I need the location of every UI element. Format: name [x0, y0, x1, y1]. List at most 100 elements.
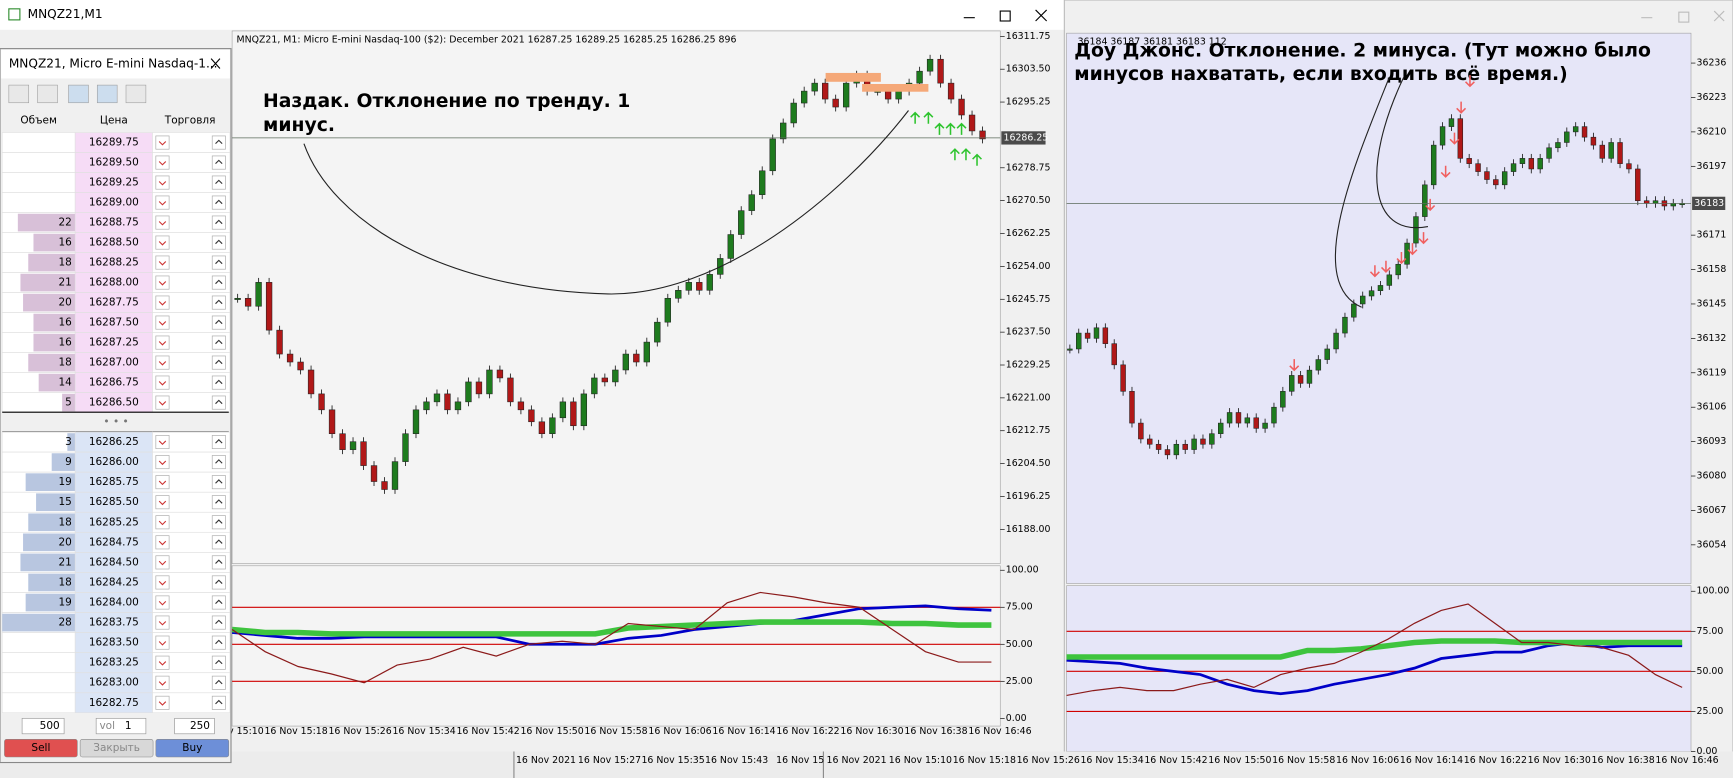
price: 16284.00 — [89, 597, 139, 609]
input-box[interactable] — [21, 717, 65, 735]
sell-limit[interactable] — [155, 535, 170, 550]
buy-limit[interactable] — [211, 135, 226, 150]
toolbar-button[interactable] — [68, 84, 89, 104]
sell-limit[interactable] — [155, 135, 170, 150]
buy-limit[interactable] — [211, 635, 226, 650]
sell-limit[interactable] — [155, 495, 170, 510]
buy-limit[interactable] — [211, 555, 226, 570]
buy-limit[interactable] — [211, 595, 226, 610]
candle — [1519, 158, 1526, 164]
sell-limit[interactable] — [155, 155, 170, 170]
x-tick-label: 16 Nov 15:10 — [200, 726, 263, 737]
sell-limit[interactable] — [155, 375, 170, 390]
buy-limit[interactable] — [211, 695, 226, 710]
sell-limit[interactable] — [155, 295, 170, 310]
candle — [1448, 118, 1455, 127]
sell-limit[interactable] — [155, 595, 170, 610]
candle — [675, 290, 682, 299]
input-box[interactable] — [174, 717, 215, 735]
buy-limit[interactable] — [211, 295, 226, 310]
candle — [1572, 126, 1579, 133]
buy-limit[interactable] — [211, 535, 226, 550]
buy-limit[interactable] — [211, 375, 226, 390]
sell-limit[interactable] — [155, 555, 170, 570]
sell-limit[interactable] — [155, 655, 170, 670]
buy-limit[interactable] — [211, 615, 226, 630]
buy-limit[interactable] — [211, 515, 226, 530]
maximize-button[interactable] — [999, 10, 1011, 22]
candle — [1626, 163, 1632, 170]
candle — [1235, 412, 1242, 424]
buy-limit[interactable] — [211, 195, 226, 210]
y-tick-label: 100.00 — [1697, 586, 1730, 597]
y-tick-label: 36106 — [1697, 402, 1727, 413]
buy-limit[interactable] — [211, 395, 226, 410]
buy-limit[interactable] — [211, 435, 226, 450]
sell-limit[interactable] — [155, 315, 170, 330]
sell-limit[interactable] — [155, 515, 170, 530]
sell-limit[interactable] — [155, 635, 170, 650]
sell-limit[interactable] — [155, 355, 170, 370]
sell-limit[interactable] — [155, 575, 170, 590]
y-tick-label: 36158 — [1697, 264, 1727, 275]
buy-limit[interactable] — [211, 335, 226, 350]
sell-limit[interactable] — [155, 175, 170, 190]
sell-limit[interactable] — [155, 255, 170, 270]
sell-limit[interactable] — [155, 675, 170, 690]
buy-limit[interactable] — [211, 255, 226, 270]
buy-limit[interactable] — [211, 155, 226, 170]
candle — [297, 361, 304, 371]
buy-limit[interactable] — [211, 315, 226, 330]
sell-limit[interactable] — [155, 395, 170, 410]
toolbar-button[interactable] — [96, 84, 118, 104]
buy-limit[interactable] — [211, 575, 226, 590]
depth-of-market: MNQZ21, Micro E-mini Nasdaq-1... Объем Цен… — [0, 48, 232, 764]
sell-limit[interactable] — [155, 215, 170, 230]
buy-limit[interactable] — [211, 655, 226, 670]
sell-limit[interactable] — [155, 235, 170, 250]
sell-limit[interactable] — [155, 695, 170, 710]
sell-limit[interactable] — [155, 195, 170, 210]
sell-limit[interactable] — [155, 615, 170, 630]
buy-limit[interactable] — [211, 275, 226, 290]
buy-limit[interactable] — [211, 675, 226, 690]
candle — [1067, 348, 1073, 351]
buy-limit[interactable] — [211, 455, 226, 470]
y-tick-label: 16221.00 — [1006, 392, 1051, 403]
candle — [349, 441, 357, 450]
candle — [1555, 142, 1561, 149]
candle — [1368, 290, 1375, 297]
maximize-button[interactable] — [1678, 11, 1690, 23]
dom-close[interactable] — [210, 58, 221, 69]
candle — [307, 369, 315, 395]
input-box[interactable] — [95, 717, 147, 735]
close-button[interactable] — [1035, 9, 1048, 22]
sell-limit[interactable] — [155, 335, 170, 350]
chevron — [215, 639, 223, 645]
sell-limit[interactable] — [155, 275, 170, 290]
candle — [664, 297, 671, 323]
buy-limit[interactable] — [211, 215, 226, 230]
buy-limit[interactable] — [211, 355, 226, 370]
buy-limit[interactable] — [211, 235, 226, 250]
toolbar-button[interactable] — [37, 84, 58, 104]
y-tick-label: 100.00 — [1006, 565, 1039, 576]
buy-limit[interactable] — [211, 495, 226, 510]
sell-limit[interactable] — [155, 475, 170, 490]
candle — [1093, 327, 1100, 339]
sell-limit[interactable] — [155, 455, 170, 470]
close-button[interactable] — [1713, 10, 1725, 22]
sell-limit[interactable] — [155, 435, 170, 450]
toolbar-button[interactable] — [125, 84, 147, 104]
buy-limit[interactable] — [211, 175, 226, 190]
volume: 21 — [58, 556, 71, 568]
x-tick-label: 16 Nov 15:26 — [328, 726, 391, 737]
toolbar-button[interactable] — [8, 84, 30, 104]
chevron — [158, 580, 167, 586]
buy-limit[interactable] — [211, 475, 226, 490]
volume: 19 — [58, 476, 71, 488]
action-button[interactable] — [4, 739, 78, 758]
action-button[interactable] — [79, 739, 154, 758]
action-button[interactable] — [155, 739, 230, 758]
